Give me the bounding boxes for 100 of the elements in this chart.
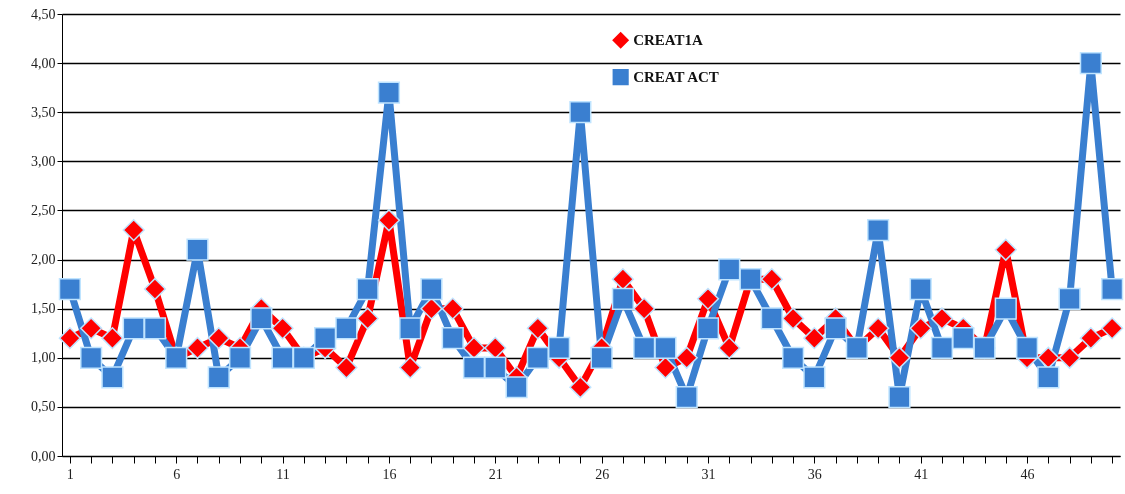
point <box>952 327 975 350</box>
point <box>207 366 230 389</box>
point <box>80 317 103 340</box>
y-tick-label: 2,00 <box>31 252 56 268</box>
point <box>122 317 145 340</box>
point <box>1037 366 1060 389</box>
point <box>867 317 890 340</box>
point <box>377 81 401 104</box>
point <box>377 209 401 232</box>
y-tick-label: 2,50 <box>31 202 56 218</box>
x-tick-label: 11 <box>276 466 290 482</box>
point <box>888 385 911 409</box>
point <box>80 346 103 369</box>
x-tick-label: 31 <box>701 466 716 482</box>
point <box>186 238 209 261</box>
point <box>909 277 932 301</box>
point <box>122 218 145 242</box>
point <box>760 268 783 291</box>
point <box>675 346 698 369</box>
point <box>633 336 656 360</box>
point <box>58 277 81 301</box>
point <box>718 336 741 360</box>
point <box>696 287 720 310</box>
point <box>250 307 273 330</box>
point <box>526 317 549 340</box>
point <box>420 277 443 301</box>
x-tick-label: 1 <box>66 466 74 482</box>
point <box>1015 336 1039 360</box>
point <box>1058 287 1081 310</box>
point <box>994 238 1017 261</box>
point <box>314 327 337 350</box>
point <box>505 376 528 399</box>
x-tick-label: 6 <box>173 466 181 482</box>
x-tick-label: 41 <box>914 466 929 482</box>
point <box>930 307 954 330</box>
point <box>718 258 741 281</box>
point <box>1037 346 1060 369</box>
point <box>611 287 635 310</box>
point <box>888 346 911 369</box>
y-tick-label: 0,50 <box>31 399 56 415</box>
point <box>909 317 932 340</box>
point <box>101 327 124 350</box>
point <box>1058 346 1081 369</box>
y-tick-label: 0,00 <box>31 448 56 464</box>
legend-label: CREAT ACT <box>633 69 719 86</box>
point <box>803 366 826 389</box>
y-tick-label: 3,00 <box>31 153 56 169</box>
point <box>207 327 230 350</box>
x-tick-label: 26 <box>595 466 610 482</box>
y-tick-label: 1,00 <box>31 350 56 366</box>
y-tick-label: 1,50 <box>31 301 56 317</box>
point <box>441 327 464 350</box>
point <box>867 218 890 242</box>
legend-label: CREAT1A <box>633 32 704 49</box>
point <box>824 317 847 340</box>
point <box>228 346 252 369</box>
y-tick-label: 3,50 <box>31 104 56 120</box>
point <box>335 356 358 379</box>
point <box>1079 51 1102 75</box>
x-tick-label: 21 <box>488 466 503 482</box>
point <box>675 385 698 409</box>
point <box>526 346 549 369</box>
point <box>547 336 571 360</box>
point <box>611 268 635 291</box>
point <box>994 297 1017 320</box>
point <box>399 317 422 340</box>
point <box>58 327 81 350</box>
point <box>356 307 379 330</box>
point <box>930 336 954 360</box>
point <box>143 277 167 301</box>
point <box>484 356 507 379</box>
point <box>569 376 592 399</box>
point <box>654 336 677 360</box>
x-tick-label: 46 <box>1020 466 1035 482</box>
point <box>462 356 486 379</box>
x-tick-label: 16 <box>382 466 397 482</box>
point <box>803 327 826 350</box>
point <box>441 297 464 320</box>
point <box>590 346 613 369</box>
point <box>356 277 379 301</box>
point <box>1101 277 1124 301</box>
point <box>271 317 294 340</box>
y-tick-label: 4,00 <box>31 55 56 71</box>
point <box>569 101 592 124</box>
point <box>760 307 783 330</box>
point <box>696 317 720 340</box>
point <box>271 346 294 369</box>
point <box>633 297 656 320</box>
point <box>781 307 805 330</box>
point <box>1101 317 1124 340</box>
x-tick-label: 36 <box>807 466 822 482</box>
point <box>186 336 209 360</box>
point <box>1079 327 1102 350</box>
point <box>399 356 422 379</box>
y-tick-label: 4,50 <box>31 6 56 22</box>
point <box>420 297 443 320</box>
point <box>335 317 358 340</box>
point <box>654 356 677 379</box>
point <box>101 366 124 389</box>
point <box>781 346 805 369</box>
